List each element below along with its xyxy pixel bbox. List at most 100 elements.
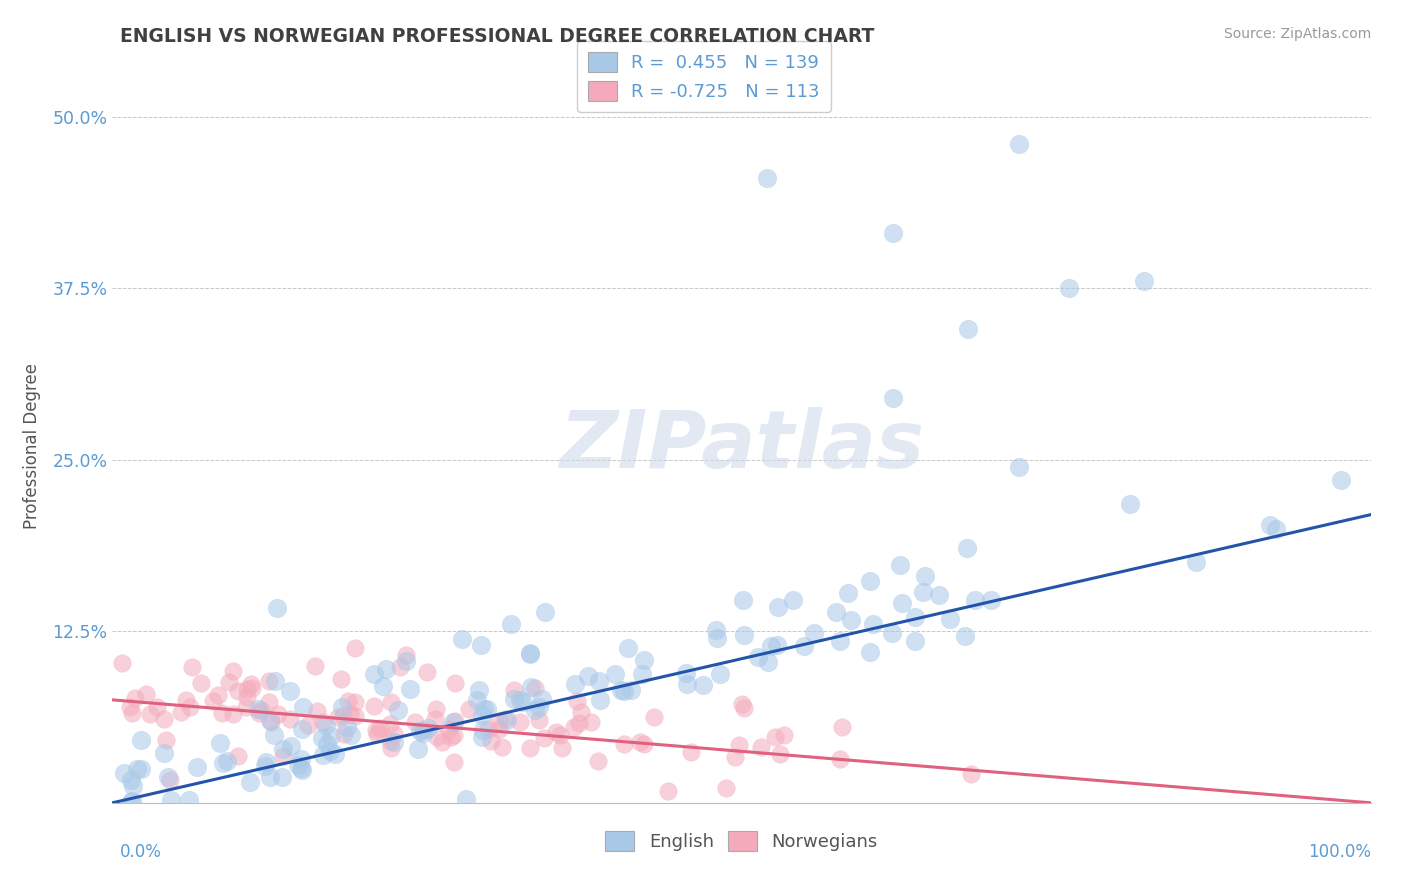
- Point: [398, 682, 420, 697]
- Point: [254, 759, 277, 773]
- Point: [267, 707, 290, 722]
- Point: [472, 723, 495, 738]
- Point: [129, 732, 152, 747]
- Point: [467, 693, 489, 707]
- Point: [395, 654, 418, 668]
- Point: [177, 793, 200, 807]
- Point: [271, 742, 294, 756]
- Point: [190, 676, 212, 690]
- Point: [509, 714, 531, 729]
- Point: [120, 772, 142, 787]
- Point: [793, 639, 815, 653]
- Point: [519, 681, 541, 695]
- Point: [963, 593, 986, 607]
- Point: [430, 734, 453, 748]
- Point: [408, 723, 430, 738]
- Point: [859, 645, 882, 659]
- Point: [363, 698, 385, 713]
- Point: [766, 638, 789, 652]
- Point: [519, 646, 541, 660]
- Point: [613, 683, 636, 698]
- Point: [389, 660, 412, 674]
- Point: [494, 712, 516, 726]
- Point: [1260, 518, 1282, 533]
- Point: [727, 738, 749, 752]
- Point: [477, 722, 499, 736]
- Point: [263, 728, 285, 742]
- Point: [904, 610, 927, 624]
- Point: [235, 700, 257, 714]
- Point: [472, 702, 495, 716]
- Point: [146, 699, 169, 714]
- Point: [765, 730, 787, 744]
- Point: [315, 737, 337, 751]
- Point: [337, 694, 360, 708]
- Point: [312, 747, 335, 762]
- Point: [344, 695, 367, 709]
- Point: [481, 733, 503, 747]
- Point: [236, 690, 259, 704]
- Point: [454, 792, 477, 806]
- Point: [692, 678, 714, 692]
- Point: [643, 710, 665, 724]
- Point: [380, 695, 402, 709]
- Point: [339, 706, 361, 721]
- Point: [395, 648, 418, 663]
- Point: [387, 703, 409, 717]
- Point: [706, 631, 728, 645]
- Point: [236, 681, 259, 696]
- Point: [247, 702, 270, 716]
- Point: [524, 703, 547, 717]
- Point: [304, 659, 326, 673]
- Point: [825, 605, 848, 619]
- Point: [271, 770, 294, 784]
- Point: [280, 739, 302, 753]
- Point: [260, 715, 283, 730]
- Point: [882, 391, 904, 405]
- Point: [122, 779, 145, 793]
- Point: [509, 693, 531, 707]
- Point: [239, 677, 262, 691]
- Point: [747, 650, 769, 665]
- Point: [271, 748, 294, 763]
- Point: [928, 588, 950, 602]
- Point: [724, 749, 747, 764]
- Point: [443, 728, 465, 742]
- Point: [862, 616, 884, 631]
- Point: [831, 720, 853, 734]
- Point: [416, 665, 439, 679]
- Point: [953, 629, 976, 643]
- Point: [567, 694, 589, 708]
- Point: [426, 730, 449, 744]
- Point: [773, 728, 796, 742]
- Point: [375, 662, 398, 676]
- Point: [912, 585, 935, 599]
- Point: [837, 586, 859, 600]
- Point: [579, 714, 602, 729]
- Point: [135, 687, 157, 701]
- Point: [488, 714, 510, 728]
- Point: [333, 727, 356, 741]
- Point: [263, 673, 285, 688]
- Text: ZIPatlas: ZIPatlas: [560, 407, 924, 485]
- Point: [330, 699, 353, 714]
- Point: [562, 720, 585, 734]
- Point: [471, 730, 494, 744]
- Point: [425, 712, 447, 726]
- Point: [889, 558, 911, 572]
- Point: [681, 745, 703, 759]
- Point: [368, 721, 391, 735]
- Point: [287, 758, 309, 772]
- Point: [202, 694, 225, 708]
- Text: Source: ZipAtlas.com: Source: ZipAtlas.com: [1223, 27, 1371, 41]
- Point: [569, 705, 592, 719]
- Text: ENGLISH VS NORWEGIAN PROFESSIONAL DEGREE CORRELATION CHART: ENGLISH VS NORWEGIAN PROFESSIONAL DEGREE…: [120, 27, 875, 45]
- Point: [226, 684, 249, 698]
- Point: [412, 726, 434, 740]
- Point: [364, 723, 387, 738]
- Point: [733, 700, 755, 714]
- Point: [112, 765, 135, 780]
- Point: [588, 673, 610, 688]
- Point: [181, 659, 204, 673]
- Point: [450, 632, 472, 646]
